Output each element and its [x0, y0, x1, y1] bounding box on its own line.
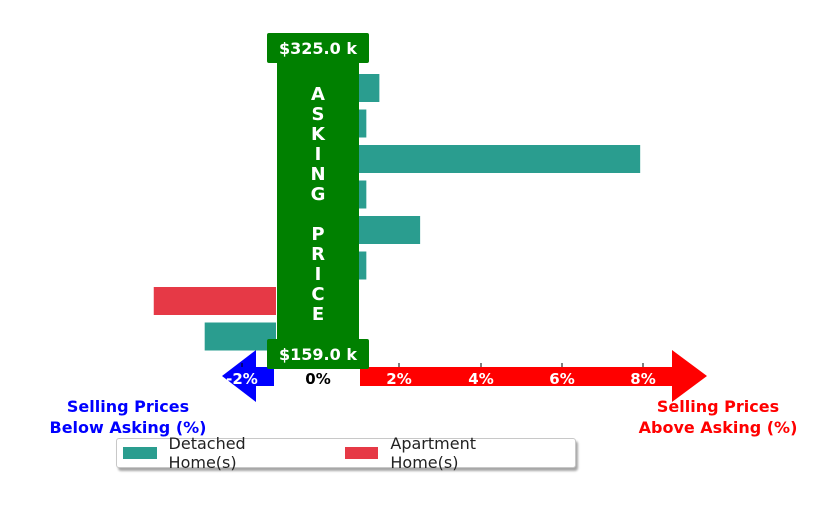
legend-item-apartment: Apartment Home(s) — [344, 434, 547, 472]
pillar-letter-11: E — [312, 304, 324, 325]
left-arrow — [222, 350, 274, 402]
below-asking-line-2: Below Asking (%) — [49, 418, 207, 437]
pillar-top-label: $325.0 k — [279, 39, 357, 58]
pillar-letter-0: A — [311, 84, 325, 105]
x-tick-label-5: 8% — [630, 370, 655, 388]
legend-item-detached: Detached Home(s) — [123, 434, 317, 472]
legend-swatch-apartment — [344, 447, 379, 459]
bars — [153, 74, 641, 351]
x-tick-label-0: -2% — [226, 370, 258, 388]
x-tick-label-1: 0% — [305, 370, 330, 388]
pillar-bottom-box — [267, 339, 369, 369]
pillar-body — [277, 58, 359, 350]
pillar-letter-3: I — [315, 144, 322, 165]
pillar-top-box — [267, 33, 369, 63]
direction-arrows — [222, 350, 707, 402]
pillar-letter-8: R — [311, 244, 325, 265]
bar-detached-2 — [359, 145, 641, 173]
pillar-letter-1: S — [312, 104, 325, 125]
bar-detached-5 — [359, 251, 367, 280]
bar-detached-6 — [204, 322, 276, 351]
above-asking-label: Selling Prices Above Asking (%) — [626, 396, 810, 438]
above-asking-line-1: Selling Prices — [656, 397, 780, 416]
pillar-letter-5: G — [311, 184, 326, 205]
pillar-bottom-label: $159.0 k — [279, 345, 357, 364]
pillar-letter-7: P — [311, 224, 324, 245]
right-arrow — [360, 350, 707, 402]
legend-label-detached: Detached Home(s) — [168, 434, 246, 472]
bar-detached-0 — [359, 74, 380, 102]
bar-apartment-0 — [153, 287, 276, 315]
x-tick-label-3: 4% — [468, 370, 493, 388]
bar-detached-4 — [359, 216, 421, 244]
legend-swatch-detached — [123, 447, 157, 459]
above-asking-line-2: Above Asking (%) — [638, 418, 798, 437]
legend: Detached Home(s) Apartment Home(s) — [116, 434, 576, 472]
x-tick-label-2: 2% — [386, 370, 411, 388]
below-asking-label: Selling Prices Below Asking (%) — [36, 396, 220, 438]
below-asking-line-1: Selling Prices — [66, 397, 190, 416]
pillar-letter-10: C — [311, 284, 324, 305]
x-tick-labels: -2% 0% 2% 4% 6% 8% — [226, 363, 656, 388]
pillar-letter-4: N — [310, 164, 325, 185]
legend-label-apartment: Apartment Home(s) — [390, 434, 476, 472]
pillar-letter-9: I — [315, 264, 322, 285]
pillar-letter-2: K — [311, 124, 326, 145]
x-tick-label-4: 6% — [549, 370, 574, 388]
bar-detached-3 — [359, 180, 367, 209]
bar-detached-1 — [359, 109, 367, 138]
